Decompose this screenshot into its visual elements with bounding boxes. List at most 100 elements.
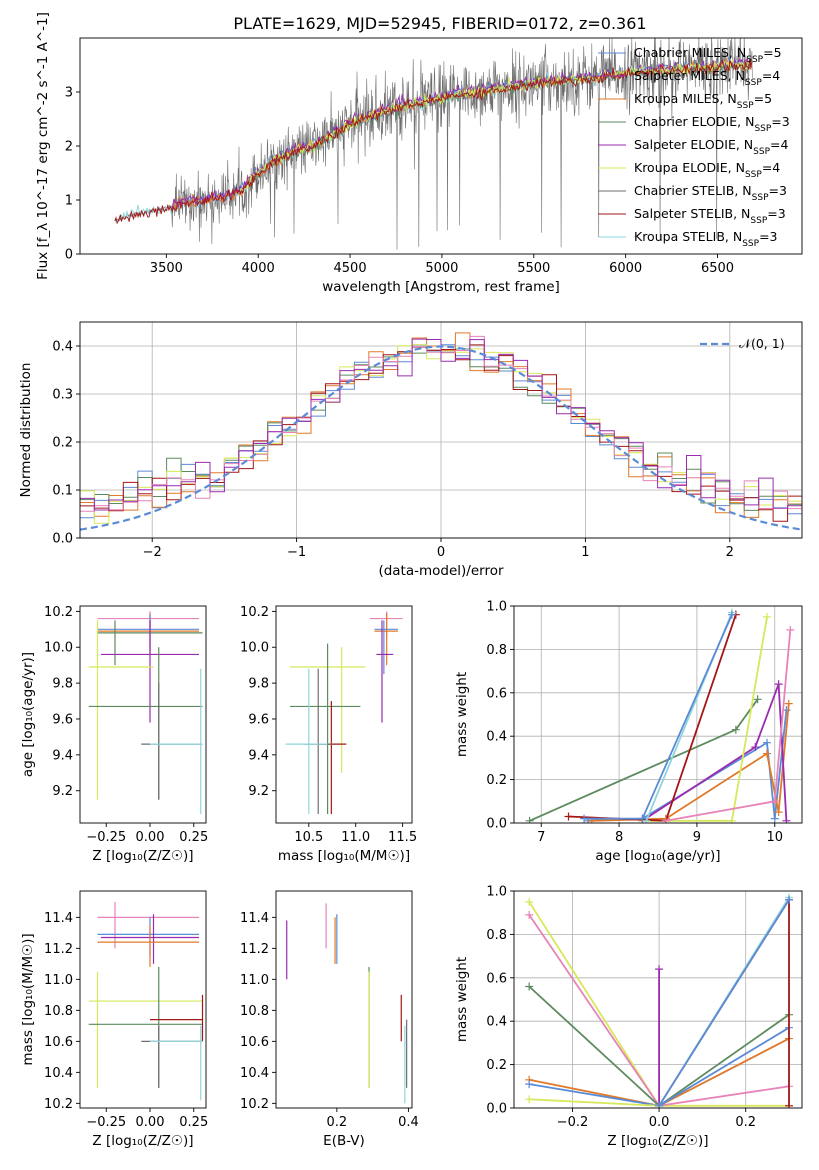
mass-weight-marker xyxy=(774,680,783,689)
y-axis-label: mass weight xyxy=(454,957,470,1042)
mass-weight-marker xyxy=(786,625,795,634)
x-tick-label: 0.25 xyxy=(179,830,208,845)
y-tick-label: 9.4 xyxy=(52,748,73,763)
mass-weight-marker xyxy=(525,1095,534,1104)
y-tick-label: 0.2 xyxy=(52,436,73,451)
y-tick-label: 1.0 xyxy=(486,600,507,615)
residual-histogram xyxy=(80,338,802,511)
axes-frame xyxy=(79,321,803,539)
mass-weight-marker xyxy=(655,965,664,974)
y-tick-label: 10.6 xyxy=(240,1035,269,1050)
x-tick-label: 0.0 xyxy=(649,1115,670,1130)
errorbar-point xyxy=(150,994,204,1042)
errorbar-point xyxy=(374,620,398,675)
x-tick-label: 10 xyxy=(766,830,783,845)
axes-frame xyxy=(79,37,803,255)
mass-weight-marker xyxy=(753,695,762,704)
y-tick-label: 9.6 xyxy=(248,712,269,727)
mass-weight-marker xyxy=(784,699,793,708)
y-tick-label: 0.0 xyxy=(486,1102,507,1117)
legend-entry-sub: SSP xyxy=(753,147,770,157)
y-tick-label: 11.2 xyxy=(240,942,269,957)
mass-vs-Z-panel: −0.25 0.00 0.25 10.2 10.4 10.6 10.8 11.0 11.2 11.… xyxy=(20,890,208,1149)
mass-weight-line xyxy=(658,899,790,1107)
y-tick-label: 11.0 xyxy=(44,973,73,988)
mass-weight-marker xyxy=(661,816,670,823)
x-axis-label: mass [log₁₀(M/M☉)] xyxy=(278,848,410,864)
legend-entry-suffix: =5 xyxy=(754,91,772,106)
legend-entry-sub: SSP xyxy=(742,239,759,249)
x-tick-label: 1 xyxy=(581,545,589,560)
mass-weight-marker xyxy=(774,808,783,817)
y-axis-label: mass [log₁₀(M/M☉)] xyxy=(20,933,36,1065)
age-vs-Z-panel: −0.25 0.00 0.25 9.2 9.4 9.6 9.8 10.0 10.2 Z [log₁… xyxy=(20,605,208,864)
figure-title: PLATE=1629, MJD=52945, FIBERID=0172, z=0… xyxy=(233,14,646,33)
errorbar-point xyxy=(97,925,199,967)
x-tick-label: 8 xyxy=(615,830,623,845)
y-tick-label: 0.0 xyxy=(486,817,507,832)
legend-entry-sub: SSP xyxy=(750,216,767,226)
mass-weight-marker xyxy=(655,1101,664,1108)
legend-entry: Kroupa MILES, NSSP=5 xyxy=(634,91,772,111)
legend-entry-suffix: =4 xyxy=(762,68,780,83)
residuals-panel: −2 −1 0 1 2 0.0 0.1 0.2 0.3 0.4 (data-model)/error… xyxy=(18,321,803,579)
errorbar-point xyxy=(101,620,199,723)
x-tick-label: 4500 xyxy=(334,261,367,276)
y-tick-label: 10.4 xyxy=(44,1066,73,1081)
legend-entry: Kroupa STELIB, NSSP=3 xyxy=(634,229,778,249)
legend-entry: 𝒩(0, 1) xyxy=(739,336,785,351)
errorbar-plot xyxy=(88,901,204,1101)
legend-entry: Chabrier ELODIE, NSSP=3 xyxy=(634,114,790,134)
x-tick-label: 10.5 xyxy=(294,830,323,845)
axes-frame xyxy=(275,605,413,824)
x-tick-label: 7 xyxy=(537,830,545,845)
x-axis-label: E(B-V) xyxy=(323,1133,365,1149)
legend-entry-suffix: =5 xyxy=(763,45,781,60)
x-axis-label: Z [log₁₀(Z/Z☉)] xyxy=(92,1133,193,1149)
y-tick-label: 0.2 xyxy=(486,773,507,788)
mass-weight-marker xyxy=(785,1101,794,1108)
mass-weight-marker xyxy=(762,612,771,621)
legend-entry-text: Chabrier STELIB, N xyxy=(634,183,752,198)
y-tick-label: 10.0 xyxy=(240,641,269,656)
mass-weight-marker xyxy=(751,743,760,752)
y-tick-label: 11.2 xyxy=(44,942,73,957)
y-tick-label: 0 xyxy=(65,248,73,263)
x-tick-label: 0 xyxy=(437,545,445,560)
x-tick-label: 11.5 xyxy=(388,830,417,845)
legend-entry: Chabrier STELIB, NSSP=3 xyxy=(634,183,787,203)
y-tick-label: 9.2 xyxy=(52,784,73,799)
mass-weight-marker xyxy=(727,610,736,619)
x-tick-label: 6500 xyxy=(701,261,734,276)
y-tick-label: 10.2 xyxy=(44,1097,73,1112)
errorbar-plot xyxy=(286,903,408,1104)
legend-entry: Salpeter ELODIE, NSSP=4 xyxy=(634,137,789,157)
mass-weight-marker xyxy=(638,814,647,823)
x-tick-label: −1 xyxy=(287,545,306,560)
legend-entry-sub: SSP xyxy=(737,101,754,111)
errorbar-plot xyxy=(88,611,203,815)
x-tick-label: 9 xyxy=(693,830,701,845)
legend-entry-text: Kroupa STELIB, N xyxy=(634,229,742,244)
y-tick-label: 10.4 xyxy=(240,1066,269,1081)
x-tick-label: 0.4 xyxy=(398,1115,419,1130)
legend-entry-sub: SSP xyxy=(745,78,762,88)
mass-weight-line xyxy=(529,1098,660,1107)
errorbar-point xyxy=(88,971,203,1088)
x-axis-label: Z [log₁₀(Z/Z☉)] xyxy=(607,1133,708,1149)
y-tick-label: 0.4 xyxy=(486,1015,507,1030)
y-tick-label: 11.0 xyxy=(240,973,269,988)
mass-weight-marker xyxy=(770,797,779,806)
errorbar-point xyxy=(290,643,361,815)
x-tick-label: 0.00 xyxy=(136,830,165,845)
mass-weight-marker xyxy=(770,814,779,823)
errorbar-point xyxy=(285,668,328,815)
errorbar-point xyxy=(88,620,154,800)
massweight-vs-age-panel: 7 8 9 10 0.0 0.2 0.4 0.6 0.8 1.0 age [log₁₀(age/yr… xyxy=(454,600,803,864)
legend-entry-text: Salpeter ELODIE, N xyxy=(634,137,753,152)
massweight-vs-Z-panel: −0.2 0.0 0.2 0.0 0.2 0.4 0.6 0.8 1.0 Z [log₁₀(Z/Z… xyxy=(454,885,803,1149)
y-tick-label: 1.0 xyxy=(486,885,507,900)
mass-vs-ebv-panel: 0.2 0.4 10.2 10.4 10.6 10.8 11.0 11.2 11.4 E(B-V) xyxy=(240,890,419,1149)
model-spectrum-line xyxy=(171,57,753,211)
